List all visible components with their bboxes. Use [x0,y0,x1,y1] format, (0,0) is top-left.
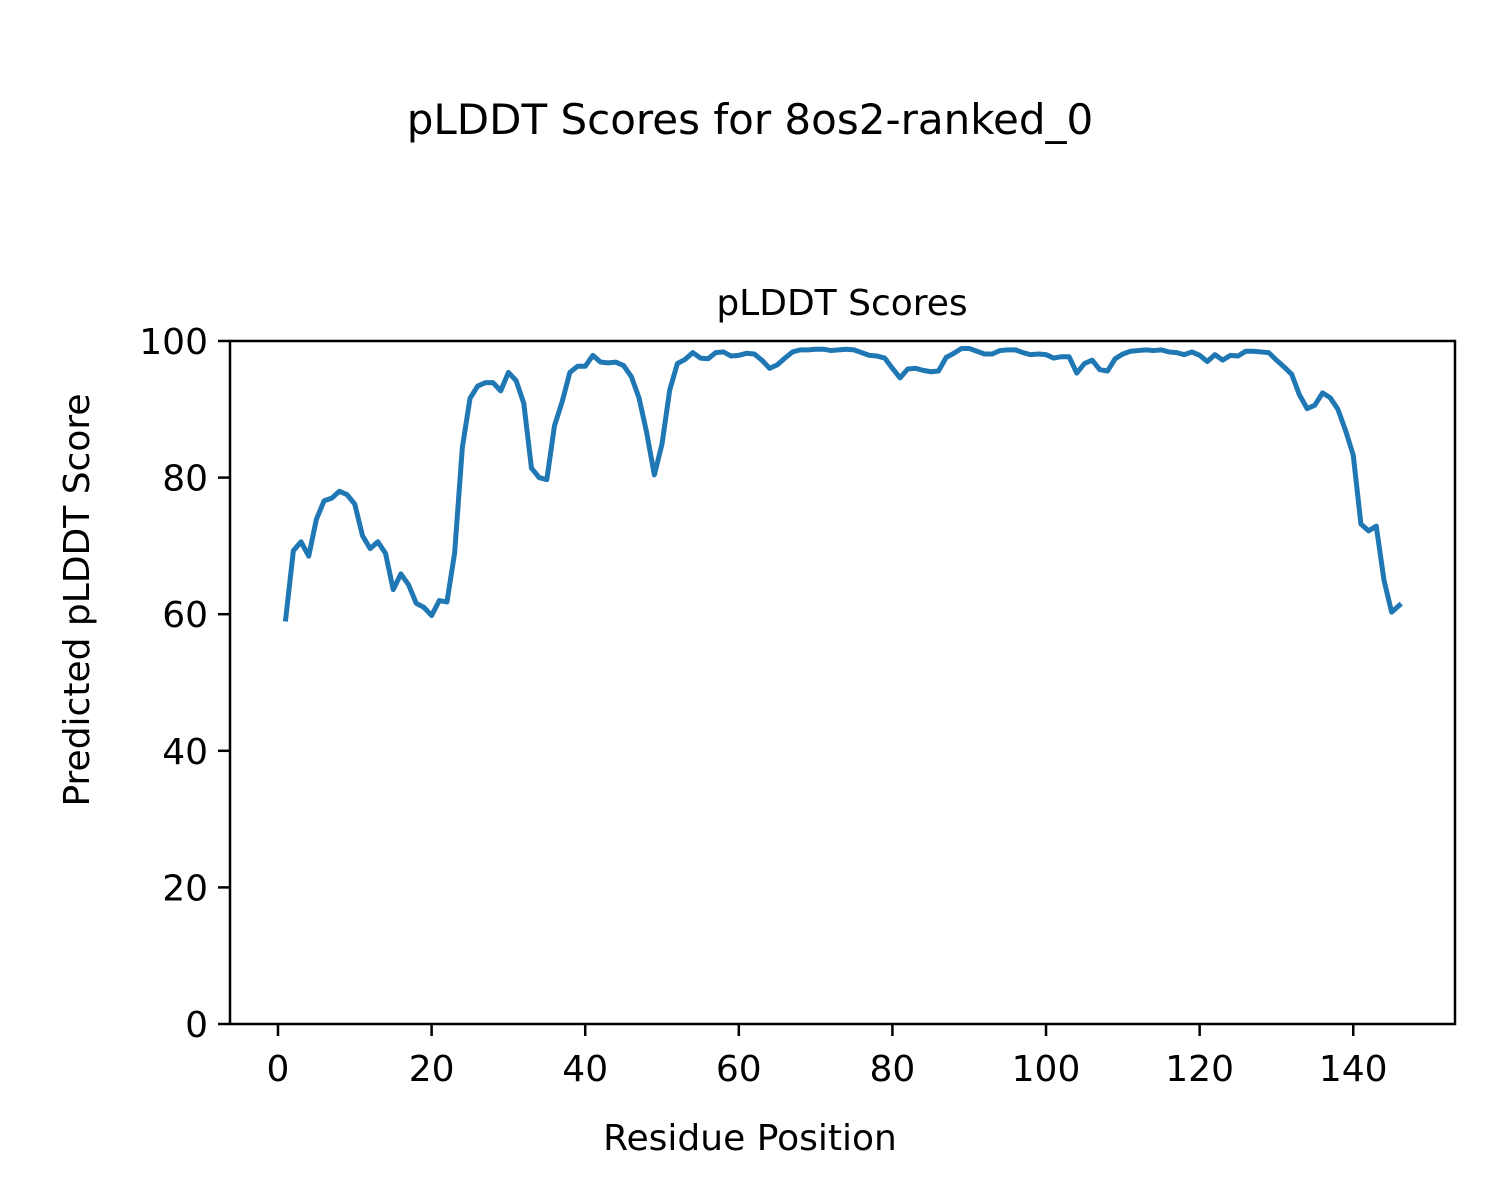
x-tick-label: 60 [716,1049,762,1090]
x-tick-label: 0 [267,1049,290,1090]
y-tick-label: 100 [139,322,208,363]
axes-frame [228,339,1457,1026]
y-tick-label: 40 [162,732,208,773]
x-tick-label: 120 [1165,1049,1234,1090]
y-tick-label: 80 [162,459,208,500]
x-tick-label: 100 [1012,1049,1081,1090]
y-tick-label: 60 [162,595,208,636]
y-tick-label: 20 [162,868,208,909]
figure-suptitle: pLDDT Scores for 8os2-ranked_0 [407,95,1094,144]
y-tick-label: 0 [185,1005,208,1046]
x-tick-label: 40 [562,1049,608,1090]
x-tick-label: 140 [1319,1049,1388,1090]
x-tick-label: 20 [409,1049,455,1090]
x-tick-label: 80 [870,1049,916,1090]
plot-area: 0 20 40 60 80 100 120 140 0 20 40 60 80 100 [139,322,1457,1090]
series-line-0 [282,346,1403,622]
x-axis-label: Residue Position [603,1118,897,1159]
axes-title: pLDDT Scores [716,283,967,324]
y-axis-label: Predicted pLDDT Score [57,393,98,806]
